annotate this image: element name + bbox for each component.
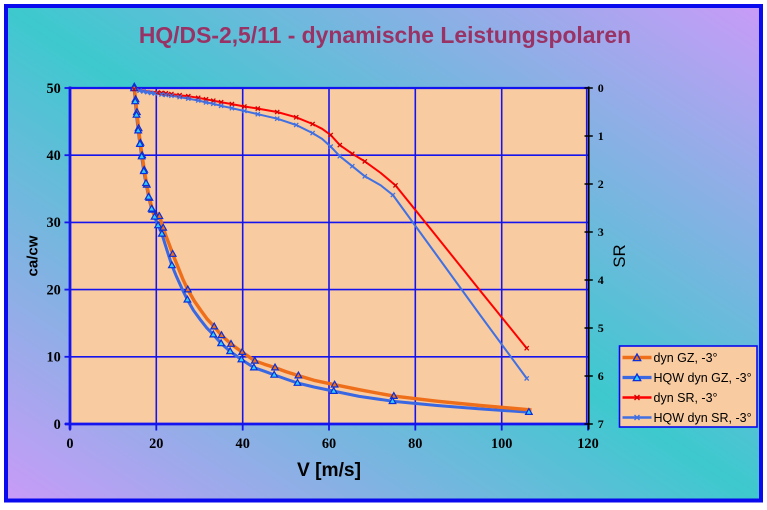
svg-text:SR: SR bbox=[610, 244, 629, 267]
svg-text:0: 0 bbox=[598, 81, 604, 95]
svg-text:7: 7 bbox=[598, 417, 604, 431]
svg-text:V [m/s]: V [m/s] bbox=[297, 460, 361, 481]
svg-text:20: 20 bbox=[149, 436, 163, 452]
svg-text:6: 6 bbox=[598, 369, 604, 383]
svg-text:dyn GZ, -3°: dyn GZ, -3° bbox=[654, 351, 718, 365]
svg-text:20: 20 bbox=[47, 282, 61, 298]
svg-text:120: 120 bbox=[577, 436, 598, 452]
svg-text:30: 30 bbox=[47, 215, 61, 231]
svg-text:3: 3 bbox=[598, 225, 604, 239]
svg-text:60: 60 bbox=[322, 436, 336, 452]
svg-text:0: 0 bbox=[54, 417, 61, 433]
svg-text:1: 1 bbox=[598, 129, 604, 143]
svg-text:4: 4 bbox=[598, 273, 604, 287]
svg-text:ca/cw: ca/cw bbox=[24, 235, 41, 276]
svg-text:HQ/DS-2,5/11 - dynamische Leis: HQ/DS-2,5/11 - dynamische Leistungspolar… bbox=[139, 22, 631, 48]
svg-text:10: 10 bbox=[47, 350, 61, 366]
svg-text:HQW dyn SR, -3°: HQW dyn SR, -3° bbox=[654, 411, 752, 425]
svg-text:HQW dyn GZ, -3°: HQW dyn GZ, -3° bbox=[654, 371, 752, 385]
svg-text:80: 80 bbox=[408, 436, 422, 452]
svg-text:0: 0 bbox=[66, 436, 73, 452]
svg-text:100: 100 bbox=[491, 436, 512, 452]
svg-text:dyn SR, -3°: dyn SR, -3° bbox=[654, 391, 718, 405]
svg-text:40: 40 bbox=[236, 436, 250, 452]
svg-text:2: 2 bbox=[598, 177, 604, 191]
svg-text:5: 5 bbox=[598, 321, 604, 335]
svg-text:40: 40 bbox=[47, 148, 61, 164]
svg-text:50: 50 bbox=[47, 81, 61, 97]
